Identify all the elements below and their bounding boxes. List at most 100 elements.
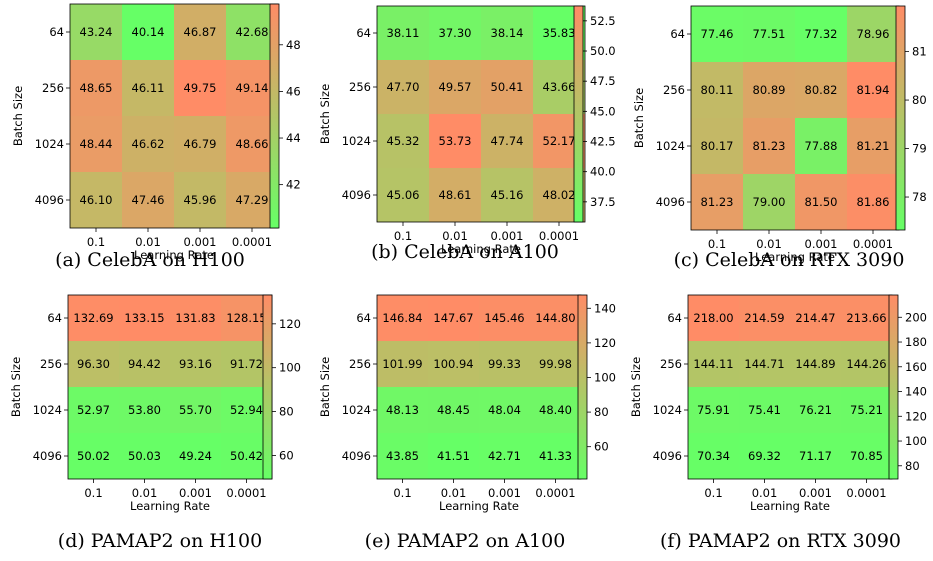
y-axis-label: Batch Size [318,84,332,144]
cell-value-label: 69.32 [748,449,781,463]
heatmap-cell [377,433,428,479]
x-axis-label: Learning Rate [134,248,214,262]
colorbar-tick-label: 80 [912,93,927,107]
cell-value-label: 42.68 [236,25,269,39]
heatmap-cell [68,387,119,433]
heatmap-cell [841,433,892,479]
colorbar-tick-label: 81 [912,45,927,59]
heatmap-cell [790,341,841,387]
cell-value-label: 80.11 [701,83,734,97]
cell-value-label: 48.45 [437,403,470,417]
cell-value-label: 49.24 [179,449,212,463]
cell-value-label: 45.16 [491,188,524,202]
heatmap-cell [790,387,841,433]
colorbar-tick-label: 80 [905,459,920,473]
cell-value-label: 46.11 [132,81,165,95]
heatmap-cell [688,295,739,341]
y-tick-label: 64 [670,27,685,41]
heatmap-cell [479,387,530,433]
colorbar-gradient [262,294,273,480]
cell-value-label: 49.57 [439,80,472,94]
heatmap-cell [481,168,533,222]
cell-value-label: 218.00 [693,311,733,325]
cell-value-label: 49.75 [184,81,217,95]
caption-b: (b) CelebA on A100 [371,241,559,263]
heatmap-cell [743,62,795,118]
colorbar-tick-label: 120 [279,317,301,331]
x-tick-label: 0.0001 [535,486,575,500]
colorbar-tick-label: 120 [905,409,927,423]
heatmap-cell [377,168,429,222]
colorbar-tick-label: 140 [594,301,616,315]
colorbar-tick-label: 42.5 [590,135,616,149]
cell-value-label: 38.14 [491,26,524,40]
heatmap-cell [481,114,533,168]
colorbar-tick-label: 47.5 [590,74,616,88]
y-tick-label: 1024 [33,403,62,417]
colorbar-tick-label: 100 [905,434,927,448]
cell-value-label: 214.59 [744,311,784,325]
heatmap-cell [530,341,581,387]
cell-value-label: 79.00 [753,195,786,209]
heatmap-cell [429,60,481,114]
heatmap-cell [122,4,174,60]
x-tick-label: 0.1 [393,486,411,500]
x-tick-label: 0.01 [135,235,161,249]
heatmap-cell [119,295,170,341]
cell-value-label: 75.91 [697,403,730,417]
x-tick-label: 0.001 [491,229,524,243]
x-tick-label: 0.001 [179,486,212,500]
caption-d: (d) PAMAP2 on H100 [57,530,263,552]
colorbar-tick-label: 140 [905,385,927,399]
heatmap-cell [691,118,743,174]
cell-value-label: 81.23 [701,195,734,209]
cell-value-label: 131.83 [175,311,215,325]
cell-value-label: 80.17 [701,139,734,153]
heatmap-cell [790,433,841,479]
y-tick-label: 64 [356,26,371,40]
cell-value-label: 81.86 [857,195,890,209]
cell-value-label: 43.24 [80,25,113,39]
cell-value-label: 49.14 [236,81,269,95]
cell-value-label: 99.33 [488,357,521,371]
heatmap-cell [68,295,119,341]
heatmap-cell [122,116,174,172]
heatmap-cell [174,4,226,60]
heatmap-cell [841,295,892,341]
y-tick-label: 1024 [653,403,682,417]
cell-value-label: 48.04 [488,403,521,417]
colorbar: 60 80 100 120 140 [577,294,616,480]
cell-value-label: 48.02 [543,188,576,202]
y-tick-label: 1024 [35,137,64,151]
heatmap-cell [688,341,739,387]
cell-value-label: 77.51 [753,27,786,41]
heatmap-cell [479,433,530,479]
cell-value-label: 144.89 [795,357,835,371]
cell-value-label: 93.16 [179,357,212,371]
cell-value-label: 41.51 [437,449,470,463]
heatmap-cell [377,6,429,60]
heatmap-cell [170,433,221,479]
y-axis-label: Batch Size [632,88,646,148]
cell-value-label: 144.11 [693,357,733,371]
heatmap-cell [481,6,533,60]
heatmap-cell [530,433,581,479]
cell-value-label: 77.32 [805,27,838,41]
y-axis-label: Batch Size [318,357,332,417]
cell-value-label: 53.73 [439,134,472,148]
cell-value-label: 144.71 [744,357,784,371]
cell-value-label: 38.11 [387,26,420,40]
cell-value-label: 75.21 [850,403,883,417]
y-tick-label: 1024 [656,139,685,153]
colorbar-tick-label: 180 [905,335,927,349]
y-tick-label: 256 [349,357,371,371]
cell-value-label: 48.66 [236,137,269,151]
colorbar-gradient [573,5,584,223]
heatmap-cell [377,341,428,387]
heatmap-cell [70,4,122,60]
cell-value-label: 133.15 [124,311,164,325]
caption-f: (f) PAMAP2 on RTX 3090 [659,530,902,552]
colorbar: 80 100 120 140 160 180 200 [888,294,927,480]
colorbar: 37.5 40.0 42.5 45.0 47.5 50.0 52.5 [573,5,616,223]
heatmap-cell [688,433,739,479]
